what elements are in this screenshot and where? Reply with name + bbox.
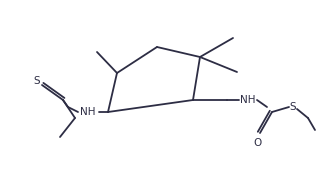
Text: NH: NH	[80, 107, 96, 117]
Text: S: S	[34, 76, 40, 86]
Text: O: O	[254, 138, 262, 148]
Text: NH: NH	[240, 95, 256, 105]
Text: S: S	[290, 102, 296, 112]
